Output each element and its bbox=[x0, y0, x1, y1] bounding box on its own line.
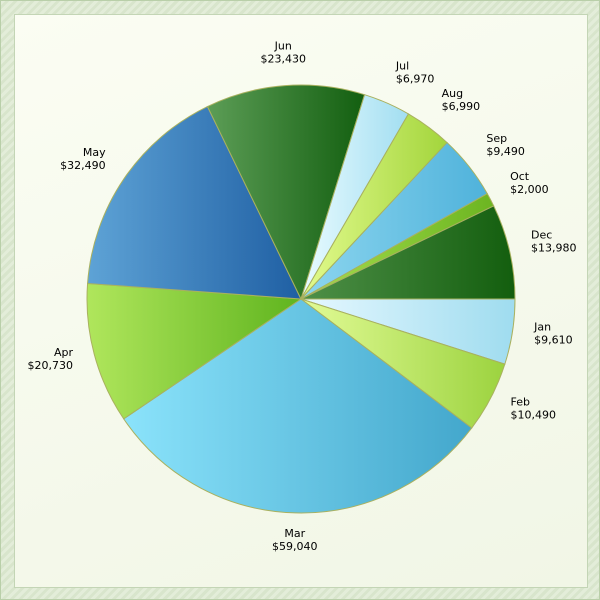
slice-label-name: Dec bbox=[531, 229, 552, 242]
pie-slice-jun[interactable] bbox=[206, 84, 366, 301]
slice-label-value: $10,490 bbox=[511, 408, 557, 421]
slice-label-name: Mar bbox=[284, 527, 305, 540]
slice-label-oct: Oct $2,000 bbox=[510, 170, 548, 196]
slice-label-value: $6,970 bbox=[396, 73, 435, 86]
slice-label-value: $13,980 bbox=[531, 242, 577, 255]
slice-label-jun: Jun $23,430 bbox=[260, 40, 306, 66]
slice-label-mar: Mar $59,040 bbox=[272, 527, 318, 553]
pie-slice-dec[interactable] bbox=[300, 205, 516, 300]
pie-slice-apr[interactable] bbox=[86, 282, 303, 420]
slice-label-sep: Sep $9,490 bbox=[486, 132, 525, 158]
slice-label-name: Oct bbox=[510, 170, 530, 183]
slice-label-value: $32,490 bbox=[60, 159, 106, 172]
slice-label-name: Aug bbox=[442, 87, 463, 100]
pie-slice-may[interactable] bbox=[87, 105, 302, 300]
slice-label-aug: Aug $6,990 bbox=[442, 87, 481, 113]
slice-label-name: Jun bbox=[274, 40, 292, 53]
slice-label-dec: Dec $13,980 bbox=[531, 229, 577, 255]
slice-label-name: Apr bbox=[54, 346, 74, 359]
slice-label-value: $2,000 bbox=[510, 183, 548, 196]
slice-label-jul: Jul $6,970 bbox=[395, 60, 435, 86]
slice-label-name: Jul bbox=[395, 60, 409, 73]
pie-slice-mar[interactable] bbox=[123, 298, 473, 514]
slice-label-name: Jan bbox=[533, 321, 551, 334]
slice-label-name: Feb bbox=[511, 395, 530, 408]
slice-label-jan: Jan $9,610 bbox=[533, 321, 573, 347]
slice-label-value: $9,610 bbox=[534, 334, 573, 347]
slice-label-feb: Feb $10,490 bbox=[511, 395, 557, 421]
slice-label-name: Sep bbox=[486, 132, 507, 145]
slice-label-value: $23,430 bbox=[260, 53, 306, 66]
slice-label-may: May $32,490 bbox=[60, 146, 106, 172]
slice-label-apr: Apr $20,730 bbox=[27, 346, 73, 372]
labels-group: Jan $9,610 Feb $10,490 Mar $59,040 Apr $20,730 M… bbox=[27, 40, 576, 553]
slice-label-name: May bbox=[83, 146, 106, 159]
slice-label-value: $59,040 bbox=[272, 540, 318, 553]
slice-label-value: $6,990 bbox=[442, 100, 481, 113]
slice-label-value: $20,730 bbox=[27, 359, 73, 372]
slice-label-value: $9,490 bbox=[486, 145, 525, 158]
slices-group bbox=[86, 84, 516, 514]
